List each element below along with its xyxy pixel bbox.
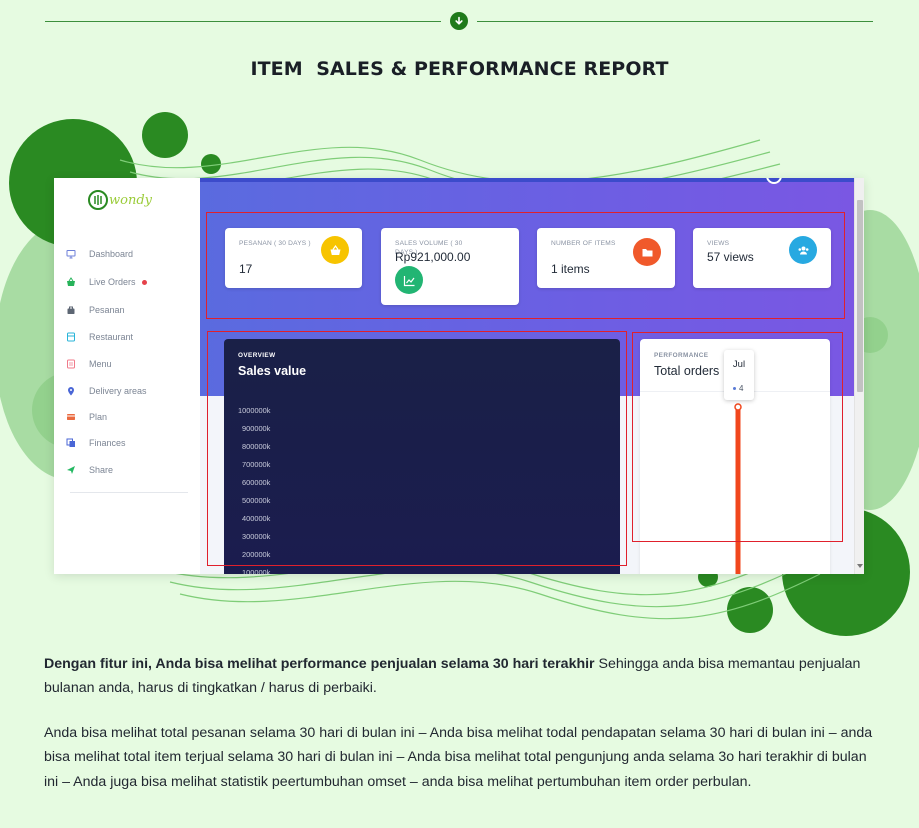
sidebar-item-label: Plan (89, 412, 108, 422)
notification-dot (141, 279, 147, 285)
sidebar: wondy Dashboard Live Orders Pesanan Restaur… (54, 178, 200, 574)
main-area: PESANAN ( 30 DAYS ) 17 SALES VOLUME ( 30 D… (200, 178, 864, 574)
sidebar-divider (70, 492, 188, 493)
stat-value: 57 views (707, 250, 754, 264)
svg-text:wondy: wondy (109, 193, 153, 208)
bag-icon (66, 305, 76, 315)
stat-card-number-of-items[interactable]: NUMBER OF ITEMS 1 items (537, 228, 675, 288)
sidebar-item-label: Live Orders (89, 277, 136, 287)
avatar[interactable] (766, 178, 782, 184)
y-tick-label: 900000k (242, 424, 271, 433)
y-tick-label: 300000k (242, 532, 271, 541)
pin-icon (66, 386, 76, 396)
y-tick-label: 700000k (242, 460, 271, 469)
copy-icon (66, 438, 76, 448)
stat-label: NUMBER OF ITEMS (551, 240, 616, 247)
top-divider-right (477, 21, 873, 22)
stat-card-sales-volume[interactable]: SALES VOLUME ( 30 DAYS ) Rp921,000.00 (381, 228, 519, 305)
folder-icon (633, 238, 661, 266)
performance-kicker: PERFORMANCE (654, 352, 709, 359)
sidebar-item-label: Restaurant (89, 332, 134, 342)
y-tick-label: 200000k (242, 550, 271, 559)
top-divider-left (45, 21, 441, 22)
sidebar-item-label: Share (89, 465, 114, 475)
store-icon (66, 332, 76, 342)
sidebar-item-label: Delivery areas (89, 386, 147, 396)
stat-label: SALES VOLUME ( 30 DAYS ) (395, 240, 463, 256)
scrollbar[interactable] (854, 178, 864, 574)
sidebar-item-label: Menu (89, 359, 112, 369)
sidebar-item-dashboard[interactable]: Dashboard (66, 246, 133, 262)
total-orders-chart (734, 403, 742, 574)
chart-line-icon (395, 266, 423, 294)
wondy-logo: wondy (88, 190, 153, 210)
stat-value: Rp921,000.00 (395, 250, 471, 264)
sidebar-item-delivery-areas[interactable]: Delivery areas (66, 383, 147, 399)
intro-rest-text: Sehingga anda bisa memantau penjualan bu… (44, 656, 861, 697)
menu-icon (66, 359, 76, 369)
overview-title: Sales value (238, 364, 307, 378)
stat-card-pesanan[interactable]: PESANAN ( 30 DAYS ) 17 (225, 228, 362, 288)
performance-title: Total orders (654, 364, 720, 378)
sidebar-item-label: Dashboard (89, 249, 134, 259)
users-icon (789, 236, 817, 264)
sidebar-item-label: Finances (89, 438, 126, 448)
sidebar-item-pesanan[interactable]: Pesanan (66, 302, 125, 318)
sidebar-item-label: Pesanan (89, 305, 125, 315)
y-tick-label: 1000000k (238, 406, 271, 415)
stat-value: 17 (239, 262, 253, 276)
performance-panel: PERFORMANCE Total orders Jul 4 (640, 339, 830, 574)
send-icon (66, 465, 76, 475)
stat-value: 1 items (551, 262, 590, 276)
orders-point (734, 403, 742, 411)
y-tick-label: 500000k (242, 496, 271, 505)
sales-overview-panel: OVERVIEW Sales value 1000000k 900000k 8000… (224, 339, 620, 574)
tooltip-value: 4 (733, 384, 743, 393)
sidebar-item-finances[interactable]: Finances (66, 435, 126, 451)
monitor-icon (66, 249, 76, 259)
arrow-down-icon (450, 12, 468, 30)
sidebar-item-plan[interactable]: Plan (66, 409, 107, 425)
scroll-down-arrow[interactable] (857, 564, 863, 568)
stat-card-views[interactable]: VIEWS 57 views (693, 228, 831, 288)
dashboard-screenshot: wondy Dashboard Live Orders Pesanan Restaur… (54, 178, 864, 574)
y-tick-label: 600000k (242, 478, 271, 487)
tooltip-month: Jul (732, 359, 746, 370)
basket-icon (66, 277, 76, 287)
sidebar-item-restaurant[interactable]: Restaurant (66, 329, 133, 345)
sales-value-axis: 1000000k 900000k 800000k 700000k 600000k 5000… (238, 406, 271, 574)
y-tick-label: 100000k (242, 568, 271, 574)
intro-bold-text: Dengan fitur ini, Anda bisa melihat perf… (44, 656, 595, 672)
intro-paragraph: Dengan fitur ini, Anda bisa melihat perf… (44, 652, 874, 701)
sidebar-item-live-orders[interactable]: Live Orders (66, 274, 147, 290)
basket-icon (321, 236, 349, 264)
overview-kicker: OVERVIEW (238, 352, 276, 359)
card-icon (66, 412, 76, 422)
stat-label: VIEWS (707, 240, 730, 247)
y-tick-label: 800000k (242, 442, 271, 451)
features-paragraph: Anda bisa melihat total pesanan selama 3… (44, 725, 873, 790)
page-title: ITEM SALES & PERFORMANCE REPORT (250, 58, 669, 80)
sidebar-item-share[interactable]: Share (66, 462, 113, 478)
stat-label: PESANAN ( 30 DAYS ) (239, 240, 311, 247)
chart-tooltip: Jul 4 (724, 350, 754, 400)
sidebar-item-menu[interactable]: Menu (66, 356, 112, 372)
scrollbar-thumb[interactable] (857, 200, 863, 392)
y-tick-label: 400000k (242, 514, 271, 523)
